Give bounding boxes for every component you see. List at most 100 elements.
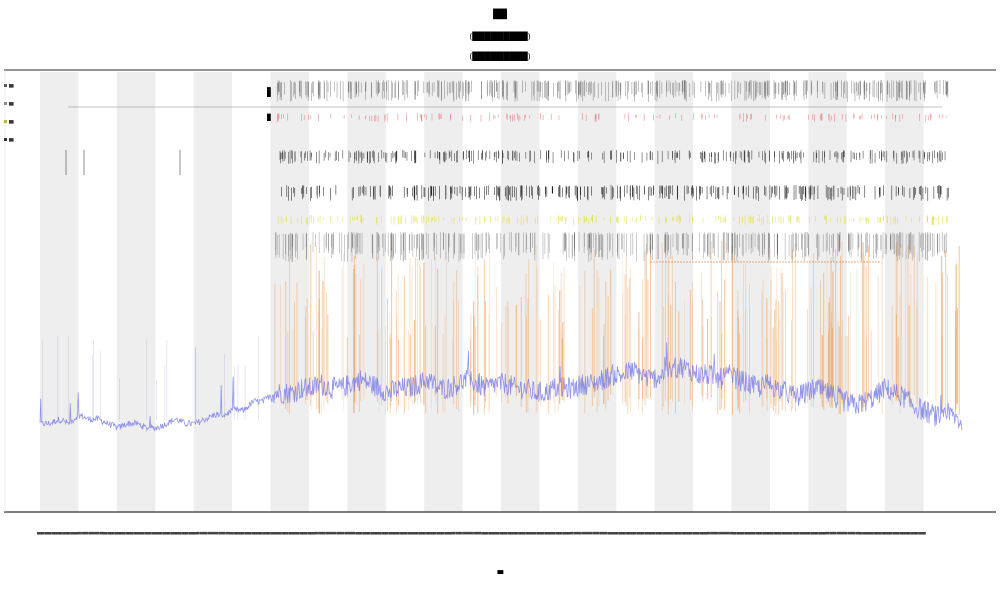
x-tick-label: █ [685,531,689,535]
x-tick-label: █ [74,531,78,535]
x-tick-label: █ [326,531,330,535]
x-tick-label: █ [333,531,337,535]
x-tick-label: █ [237,531,241,535]
x-tick-label: █ [692,531,696,535]
x-tick-label: █ [570,531,574,535]
x-tick-label: █ [715,531,719,535]
x-tick-label: █ [356,532,360,536]
track-label-2: ███ [267,113,271,122]
x-tick-label: █ [130,531,134,535]
x-tick-label: █ [630,531,634,535]
x-tick-label: █ [515,531,519,535]
x-tick-label: █ [904,531,908,535]
x-tick-label: █ [133,531,137,535]
x-tick-label: █ [400,531,404,535]
x-tick-label: █ [552,531,556,535]
x-tick-label: █ [759,531,763,535]
legend-swatch [4,84,7,87]
x-tick-label: █ [744,531,748,535]
x-tick-label: █ [707,531,711,535]
x-tick-label: █ [304,531,308,535]
x-tick-label: █ [444,531,448,535]
x-tick-label: █ [670,531,674,535]
x-tick-label: █ [178,531,182,535]
x-tick-label: █ [852,531,856,535]
track-label-1: ████ [267,87,271,98]
legend-label: ██ [8,138,14,142]
x-tick-label: █ [878,531,882,535]
x-tick-label: █ [700,531,704,535]
x-tick-label: █ [500,531,504,535]
x-tick-label: █ [89,531,93,535]
x-tick-label: █ [770,531,774,535]
x-tick-label: █ [915,531,919,535]
x-tick-label: █ [663,531,667,535]
x-tick-label: █ [485,531,489,535]
x-tick-label: █ [815,531,819,535]
x-tick-label: █ [156,531,160,535]
x-tick-label: █ [659,531,663,535]
x-tick-label: █ [618,531,622,535]
legend-label: ██ [8,102,14,106]
x-tick-label: █ [311,531,315,535]
x-tick-label: █ [81,531,85,535]
x-tick-label: █ [385,531,389,535]
x-tick-label: █ [263,531,267,535]
background-band [116,72,156,512]
background-band [577,72,617,512]
x-tick-label: █ [233,531,237,535]
x-tick-label: █ [811,531,815,535]
x-tick-label: █ [396,531,400,535]
x-tick-label: █ [67,531,71,535]
x-tick-label: █ [41,531,45,535]
x-tick-label: █ [59,531,63,535]
x-tick-label: █ [278,531,282,535]
legend-swatch [4,120,7,123]
x-tick-label: █ [633,531,637,535]
x-tick-label: █ [544,531,548,535]
x-tick-label: █ [733,532,737,536]
x-tick-label: █ [367,531,371,535]
x-tick-label: █ [378,531,382,535]
x-tick-label: █ [463,531,467,535]
x-tick-label: █ [215,531,219,535]
x-tick-label: █ [144,531,148,535]
x-tick-label: █ [448,531,452,535]
series-line [39,342,963,432]
x-tick-label: █ [159,531,163,535]
x-tick-label: █ [381,531,385,535]
x-tick-label: █ [863,532,867,536]
x-tick-label: █ [404,531,408,535]
legend-label: ██ [8,120,14,124]
x-tick-label: █ [204,531,208,535]
x-tick-label: █ [259,531,263,535]
x-tick-label: █ [252,531,256,535]
x-tick-label: █ [478,531,482,535]
x-tick-label: █ [52,531,56,535]
x-tick-label: █ [763,531,767,535]
x-tick-label: █ [318,531,322,535]
x-tick-label: █ [796,531,800,535]
x-tick-label: █ [307,531,311,535]
x-tick-label: █ [422,531,426,535]
x-tick-label: █ [644,531,648,535]
x-tick-label: █ [704,531,708,535]
legend-swatch [4,138,7,141]
x-tick-label: █ [548,531,552,535]
x-axis-label: █ [497,570,504,575]
x-tick-label: █ [341,531,345,535]
x-tick-label: █ [481,532,485,536]
legend-label: ██ [8,84,14,88]
background-band [808,72,847,512]
x-tick-label: █ [100,531,104,535]
x-tick-label: █ [96,531,100,535]
x-tick-label: █ [141,531,145,535]
x-tick-label: █ [452,531,456,535]
x-tick-label: █ [167,531,171,535]
background-band [347,72,386,512]
x-tick-label: █ [511,531,515,535]
x-tick-label: █ [652,531,656,535]
x-tick-label: █ [222,531,226,535]
x-tick-label: █ [230,532,234,536]
x-tick-label: █ [648,531,652,535]
